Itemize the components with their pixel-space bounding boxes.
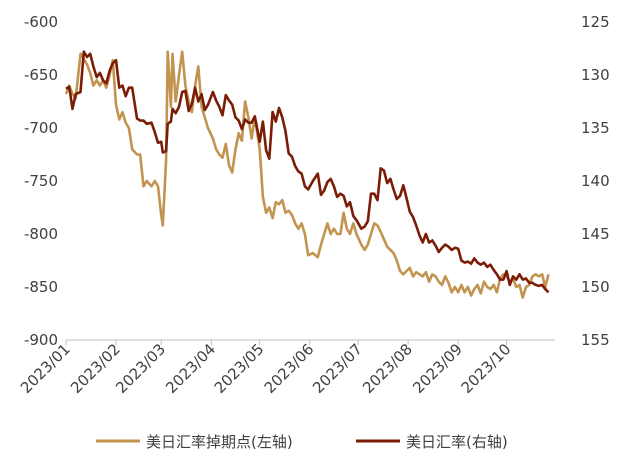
left-axis: -600 -650 -700 -750 -800 -850 -900 [24,13,58,349]
right-tick-label: 125 [581,13,610,31]
x-tick-label: 2023/07 [309,340,366,397]
right-axis: 125 130 135 140 145 150 155 [581,13,610,349]
x-axis: 2023/012023/022023/032023/042023/052023/… [17,340,514,397]
left-tick-label: -650 [24,66,58,84]
x-tick-label: 2023/10 [458,340,515,397]
left-tick-label: -850 [24,278,58,296]
right-tick-label: 145 [581,225,610,243]
x-tick-label: 2023/05 [211,340,268,397]
x-tick-label: 2023/09 [409,340,466,397]
series-line-usdjpy [65,50,550,294]
right-tick-label: 135 [581,119,610,137]
legend-item-swap-points[interactable]: 美日汇率掉期点(左轴) [96,433,293,451]
right-tick-label: 130 [581,66,610,84]
x-tick-label: 2023/08 [359,340,416,397]
x-tick-label: 2023/04 [162,340,219,397]
x-tick-label: 2023/03 [112,340,169,397]
left-tick-label: -750 [24,172,58,190]
plot-area [64,50,550,299]
left-tick-label: -600 [24,13,58,31]
legend: 美日汇率掉期点(左轴) 美日汇率(右轴) [96,433,508,451]
series-line-swap-points [64,50,550,299]
legend-label-swap-points: 美日汇率掉期点(左轴) [146,433,293,451]
left-tick-label: -900 [24,331,58,349]
legend-item-usdjpy[interactable]: 美日汇率(右轴) [356,433,508,451]
x-tick-label: 2023/06 [261,340,318,397]
left-tick-label: -800 [24,225,58,243]
right-tick-label: 150 [581,278,610,296]
right-tick-label: 140 [581,172,610,190]
right-tick-label: 155 [581,331,610,349]
left-tick-label: -700 [24,119,58,137]
legend-label-usdjpy: 美日汇率(右轴) [406,433,508,451]
